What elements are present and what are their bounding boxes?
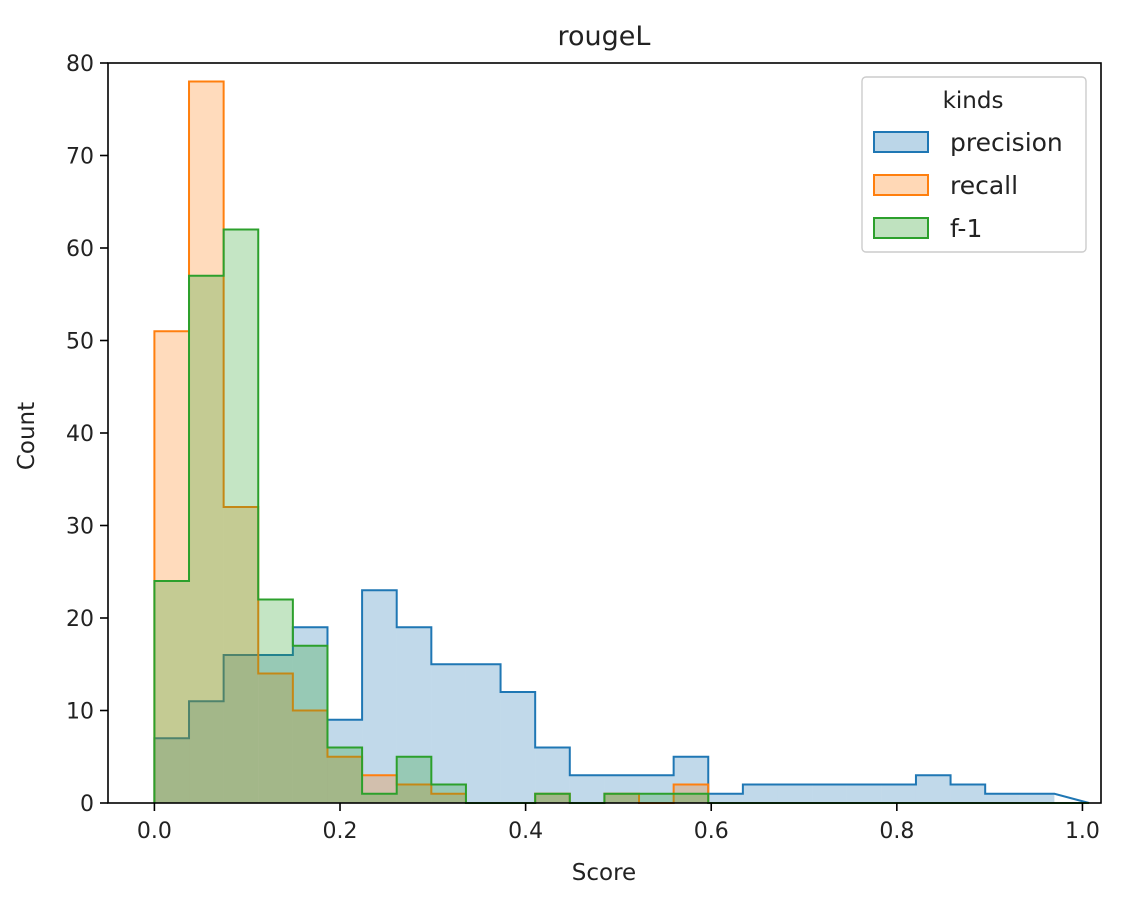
y-tick-label: 0 [80, 792, 94, 817]
bar-precision [292, 627, 328, 803]
bar-precision [154, 738, 190, 803]
y-tick-label: 40 [66, 422, 94, 447]
bar-precision [812, 784, 847, 803]
x-tick-label: 0.8 [879, 819, 914, 844]
bar-precision [915, 775, 951, 803]
legend-swatch-precision [873, 131, 929, 153]
y-tick-label: 20 [66, 607, 94, 632]
bar-precision [500, 692, 536, 803]
bar-precision [985, 793, 1020, 803]
bar-f-1 [431, 784, 466, 803]
bar-recall [431, 793, 466, 803]
bar-precision [258, 655, 293, 803]
legend-items: precision recall f-1 [873, 128, 1063, 243]
bar-recall [292, 710, 328, 803]
histogram-series [153, 80, 1090, 804]
y-tick-label: 30 [66, 515, 94, 540]
bar-f-1 [154, 581, 190, 803]
legend-label-precision: precision [950, 128, 1063, 157]
bar-recall [223, 507, 259, 803]
legend-title: kinds [943, 88, 1004, 114]
bar-precision [673, 756, 709, 803]
bar-precision [639, 775, 674, 803]
bar-recall [362, 775, 397, 803]
legend: kinds precision recall f-1 [861, 76, 1087, 253]
bar-precision [327, 719, 363, 803]
y-tick-label: 60 [66, 237, 94, 262]
bar-precision [777, 784, 813, 803]
legend-label-recall: recall [950, 171, 1018, 200]
bar-precision [604, 775, 640, 803]
bar-precision [1019, 793, 1055, 803]
legend-label-f-1: f-1 [950, 214, 982, 243]
bar-f-1 [673, 793, 709, 803]
bar-precision [881, 784, 916, 803]
bar-f-1 [362, 793, 397, 803]
bar-f-1 [639, 793, 674, 803]
y-axis-ticks: 0 10 20 30 40 50 60 70 80 [66, 52, 108, 817]
x-tick-label: 0.2 [323, 819, 358, 844]
y-axis-label: Count [14, 402, 40, 470]
chart-title: rougeL [558, 21, 651, 52]
bar-f-1 [604, 793, 640, 803]
y-tick-label: 50 [66, 330, 94, 355]
legend-swatch-recall [873, 174, 929, 196]
x-tick-label: 0.6 [694, 819, 729, 844]
x-axis-label: Score [572, 860, 636, 886]
bar-recall [258, 673, 293, 803]
bar-recall [604, 793, 640, 803]
bar-precision [846, 784, 882, 803]
x-tick-label: 1.0 [1065, 819, 1100, 844]
bar-f-1 [396, 756, 432, 803]
bar-f-1 [258, 599, 293, 803]
bar-recall [189, 81, 224, 803]
bar-precision [465, 664, 501, 803]
legend-swatch-f-1 [873, 217, 929, 239]
bar-f-1 [327, 747, 363, 803]
y-tick-label: 10 [66, 700, 94, 725]
y-tick-label: 70 [66, 145, 94, 170]
bar-f-1 [535, 793, 570, 803]
x-tick-label: 0.0 [137, 819, 172, 844]
bar-recall [535, 793, 570, 803]
bar-f-1 [292, 645, 328, 803]
bar-precision [708, 793, 743, 803]
bar-precision [396, 627, 432, 803]
bar-precision [569, 775, 605, 803]
x-tick-label: 0.4 [508, 819, 543, 844]
bar-precision [362, 590, 397, 803]
bar-precision [189, 701, 224, 803]
bar-precision [431, 664, 466, 803]
bar-f-1 [189, 275, 224, 803]
y-tick-label: 80 [66, 52, 94, 77]
x-axis-ticks: 0.0 0.2 0.4 0.6 0.8 1.0 [137, 803, 1100, 844]
bar-recall [327, 756, 363, 803]
series-f-1 [153, 228, 1090, 804]
legend-box [861, 76, 1087, 253]
bar-f-1 [223, 229, 259, 803]
bar-recall [154, 331, 190, 803]
bar-precision [223, 655, 259, 803]
bar-precision [950, 784, 986, 803]
bar-precision [742, 784, 778, 803]
bar-recall [396, 784, 432, 803]
